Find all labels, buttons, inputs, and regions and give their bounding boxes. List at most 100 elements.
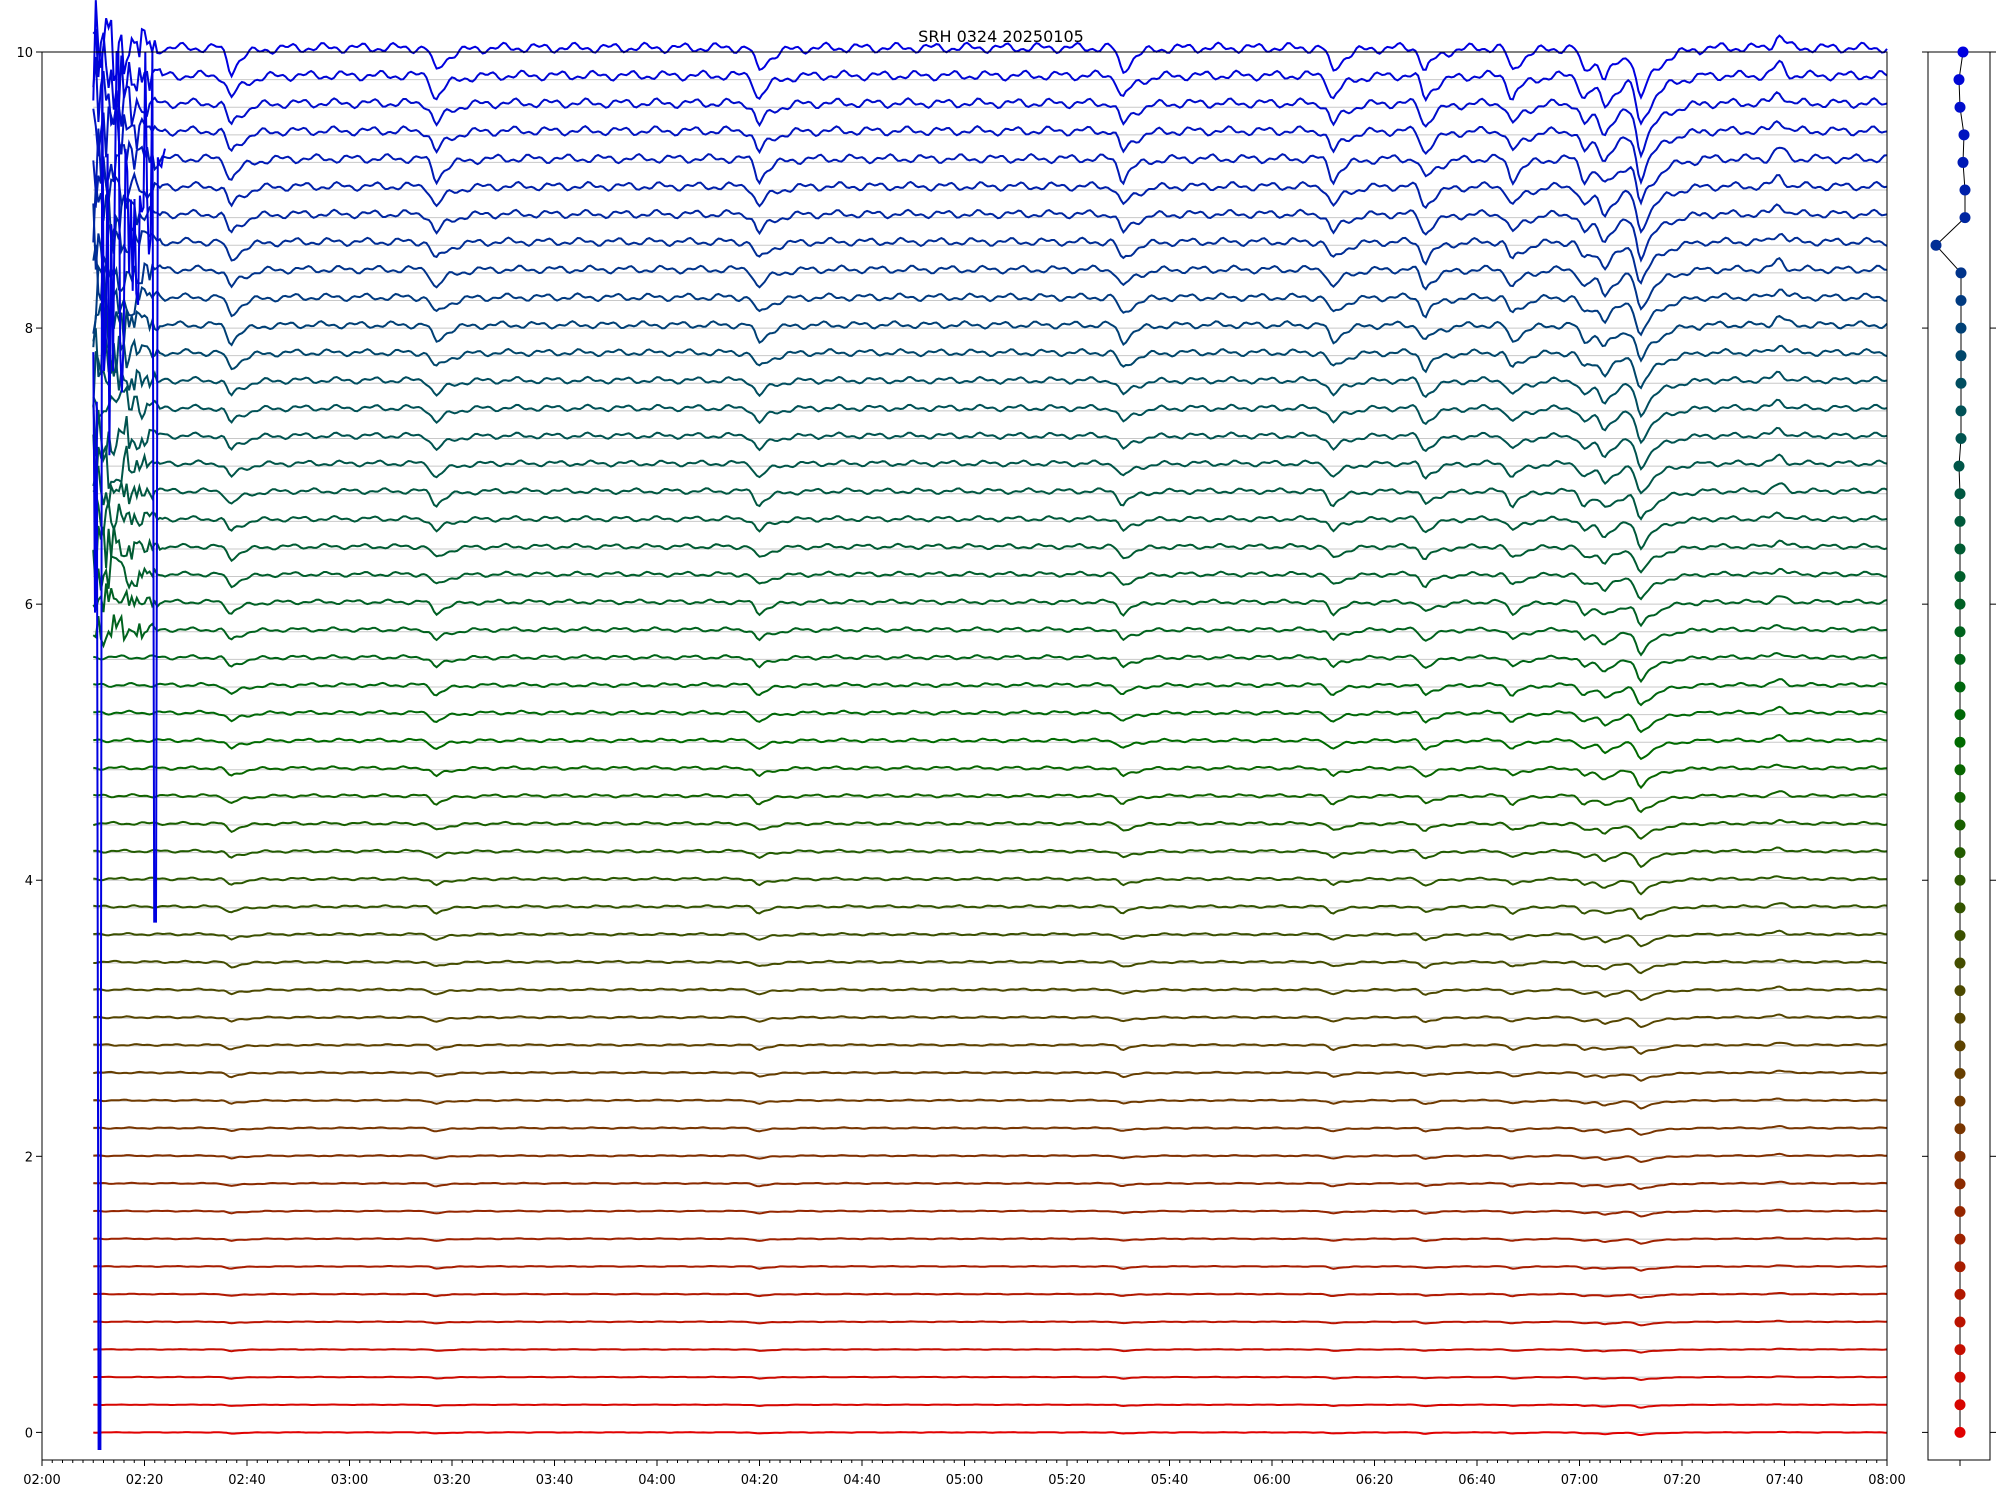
- series-line: [92, 404, 1888, 471]
- series-line: [93, 818, 1888, 840]
- series-line: [92, 489, 1888, 551]
- side-marker: [1954, 957, 1966, 969]
- side-marker: [1954, 1095, 1966, 1107]
- series-line: [93, 902, 1888, 921]
- series-line: [93, 875, 1887, 896]
- series-line: [92, 550, 1888, 601]
- x-tick-label: 02:20: [126, 1473, 163, 1488]
- x-tick-label: 04:00: [638, 1473, 675, 1488]
- series-line: [92, 298, 1888, 363]
- side-marker: [1954, 1067, 1966, 1079]
- side-marker: [1954, 543, 1966, 555]
- side-marker: [1954, 1178, 1966, 1190]
- side-marker: [1954, 626, 1966, 638]
- side-marker: [1954, 653, 1966, 665]
- x-tick-label: 03:00: [331, 1473, 368, 1488]
- side-marker: [1954, 874, 1966, 886]
- series-line: [93, 1069, 1888, 1082]
- side-marker: [1954, 791, 1966, 803]
- series-line: [93, 763, 1888, 790]
- side-marker: [1957, 46, 1969, 58]
- series-line: [93, 1180, 1888, 1191]
- side-panel-frame: [1927, 51, 1991, 1461]
- series-line: [92, 434, 1888, 495]
- series-line: [93, 705, 1888, 734]
- series-line: [93, 1041, 1888, 1056]
- y-tick-label: 0: [25, 1426, 33, 1441]
- series-line: [93, 958, 1888, 975]
- series-line: [92, 128, 1888, 206]
- side-marker: [1954, 571, 1966, 583]
- series-line: [92, 351, 1888, 419]
- series-line: [93, 1097, 1888, 1110]
- series-line: [93, 1152, 1888, 1164]
- side-marker: [1930, 239, 1942, 251]
- series-line: [93, 1208, 1887, 1218]
- y-tick-label: 10: [16, 46, 33, 61]
- x-tick-label: 04:20: [741, 1473, 778, 1488]
- series-line: [92, 28, 1888, 126]
- series-line: [92, 203, 1888, 285]
- series-line: [93, 790, 1888, 814]
- side-marker: [1954, 515, 1966, 527]
- series-line: [92, 613, 1888, 657]
- startup-spike-trace: [92, 51, 166, 1450]
- side-marker: [1955, 433, 1967, 445]
- side-marker: [1954, 1426, 1966, 1438]
- series-line: [92, 56, 1888, 159]
- side-marker: [1954, 1206, 1966, 1218]
- series-line: [93, 1375, 1888, 1382]
- series-line: [92, 583, 1888, 628]
- side-marker: [1954, 101, 1966, 113]
- x-tick-label: 07:20: [1663, 1473, 1700, 1488]
- side-marker: [1954, 764, 1966, 776]
- side-marker: [1954, 1123, 1966, 1135]
- side-marker: [1954, 819, 1966, 831]
- y-tick-label: 8: [25, 322, 33, 337]
- x-tick-label: 04:40: [843, 1473, 880, 1488]
- series-line: [92, 184, 1888, 263]
- series-line: [93, 846, 1888, 869]
- series-line: [92, 465, 1888, 521]
- side-marker: [1954, 1261, 1966, 1273]
- chart-title: SRH 0324 20250105: [918, 27, 1084, 46]
- x-tick-label: 06:20: [1356, 1473, 1393, 1488]
- side-marker: [1954, 1040, 1966, 1052]
- side-marker: [1955, 322, 1967, 334]
- x-tick-label: 02:00: [23, 1473, 60, 1488]
- series-line: [93, 1124, 1888, 1136]
- series-line: [92, 324, 1888, 390]
- side-marker: [1954, 1371, 1966, 1383]
- x-tick-label: 05:20: [1048, 1473, 1085, 1488]
- series-line: [93, 678, 1888, 707]
- series-line: [93, 1347, 1888, 1354]
- side-marker: [1954, 1316, 1966, 1328]
- side-marker: [1954, 902, 1966, 914]
- x-tick-label: 05:40: [1151, 1473, 1188, 1488]
- y-tick-label: 4: [25, 874, 33, 889]
- side-marker: [1954, 1233, 1966, 1245]
- x-tick-label: 07:00: [1561, 1473, 1598, 1488]
- series-line: [92, 384, 1888, 445]
- plot-frame: [41, 51, 1888, 1461]
- x-tick-label: 03:20: [433, 1473, 470, 1488]
- series-line: [92, 0, 1888, 101]
- x-tick-label: 06:00: [1253, 1473, 1290, 1488]
- series-line: [92, 156, 1888, 235]
- side-marker: [1955, 377, 1967, 389]
- series-line: [93, 1236, 1887, 1245]
- y-tick-label: 2: [25, 1150, 33, 1165]
- side-marker: [1959, 212, 1971, 224]
- x-tick-label: 03:40: [536, 1473, 573, 1488]
- side-marker: [1955, 294, 1967, 306]
- series-line: [92, 262, 1888, 337]
- series-line: [93, 651, 1888, 684]
- series-line: [93, 1430, 1888, 1437]
- side-marker: [1958, 129, 1970, 141]
- side-marker: [1954, 736, 1966, 748]
- series-line: [93, 1013, 1888, 1029]
- side-marker: [1954, 681, 1966, 693]
- side-panel: [1922, 46, 1996, 1466]
